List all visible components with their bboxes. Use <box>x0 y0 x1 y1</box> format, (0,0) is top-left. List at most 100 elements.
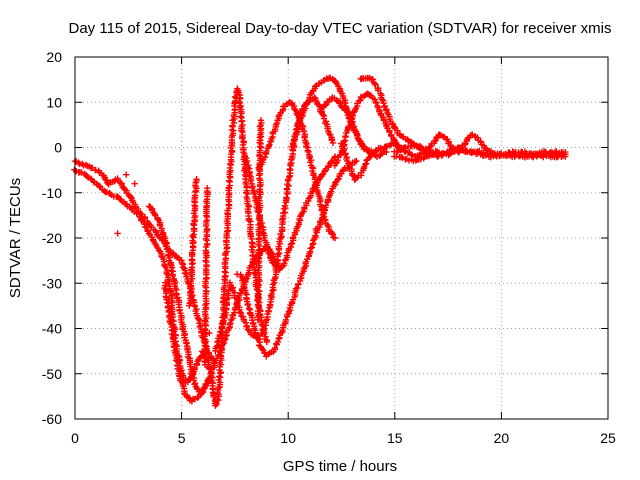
data-point <box>230 127 237 135</box>
series-isolated <box>114 171 326 337</box>
data-point <box>237 113 244 120</box>
data-point <box>312 225 320 233</box>
data-point <box>439 151 446 158</box>
data-point <box>480 149 487 156</box>
data-point <box>366 91 373 99</box>
data-point <box>114 230 121 237</box>
data-point <box>257 117 265 124</box>
data-point <box>79 160 86 168</box>
data-point <box>302 101 309 108</box>
y-tick-label: -30 <box>42 275 62 291</box>
data-point <box>90 178 97 185</box>
data-point <box>304 147 311 154</box>
data-point <box>283 252 291 259</box>
data-point <box>255 247 262 254</box>
data-point <box>287 241 295 248</box>
data-point <box>252 330 259 338</box>
series-spike-1 <box>186 175 200 309</box>
data-point <box>136 212 143 220</box>
data-point <box>206 329 213 337</box>
data-point <box>274 338 282 346</box>
data-point <box>277 329 285 337</box>
data-point <box>281 202 288 210</box>
data-point <box>292 285 300 292</box>
axis-ticks <box>74 56 609 420</box>
data-point <box>203 225 211 233</box>
data-point <box>372 81 379 88</box>
data-point <box>169 272 177 280</box>
x-tick-labels: 0 5 10 15 20 25 <box>71 430 616 446</box>
data-marks <box>71 74 569 409</box>
y-tick-label: 0 <box>54 140 62 156</box>
data-point <box>562 148 569 156</box>
data-point <box>215 373 223 380</box>
data-point <box>340 138 348 146</box>
x-tick-label: 15 <box>387 430 403 446</box>
data-point <box>202 257 209 264</box>
data-point <box>319 216 326 224</box>
data-point <box>92 166 99 174</box>
data-point <box>329 139 337 147</box>
data-point <box>322 101 330 108</box>
data-point <box>404 136 411 143</box>
data-point <box>285 308 293 315</box>
data-point <box>268 290 275 298</box>
data-point <box>280 260 288 267</box>
series-arc-8 <box>241 153 339 274</box>
data-point <box>256 288 263 295</box>
data-point <box>158 252 165 260</box>
data-point <box>181 269 189 277</box>
data-point <box>263 338 271 346</box>
data-point <box>155 247 163 254</box>
data-point <box>206 366 214 373</box>
data-point <box>214 396 221 403</box>
series-arc-2 <box>71 166 207 386</box>
data-point <box>294 284 301 292</box>
series-arc-14 <box>357 74 441 156</box>
data-point <box>231 309 238 316</box>
data-point <box>203 185 211 192</box>
data-point <box>322 202 330 209</box>
y-tick-label: -60 <box>42 411 62 427</box>
data-point <box>312 232 319 239</box>
y-tick-label: 20 <box>46 49 62 65</box>
data-point <box>355 97 363 105</box>
data-point <box>114 193 121 200</box>
series-spike-2 <box>201 185 211 369</box>
data-point <box>283 194 290 201</box>
series-arc-7 <box>237 157 360 360</box>
data-point <box>194 394 201 402</box>
data-point <box>271 344 279 352</box>
series-arc-17 <box>391 142 569 161</box>
data-point <box>193 175 200 183</box>
data-point <box>239 135 246 142</box>
data-point <box>391 124 398 131</box>
data-point <box>459 146 466 153</box>
data-point <box>321 102 329 109</box>
data-point <box>236 308 244 316</box>
x-tick-label: 25 <box>600 430 616 446</box>
data-point <box>215 384 222 392</box>
data-point <box>259 330 266 337</box>
data-point <box>378 96 386 103</box>
y-tick-label: -50 <box>42 366 62 382</box>
data-point <box>328 188 335 195</box>
data-point <box>217 352 224 359</box>
data-point <box>287 161 294 168</box>
plot-frame <box>74 56 609 420</box>
data-point <box>244 301 252 309</box>
data-point <box>265 307 272 315</box>
data-point <box>250 258 257 265</box>
data-point <box>372 99 380 107</box>
y-tick-label: 10 <box>46 94 62 110</box>
data-point <box>238 118 245 125</box>
data-point <box>205 364 213 372</box>
data-point <box>261 153 269 161</box>
data-point <box>266 141 273 148</box>
y-tick-label: -20 <box>42 230 62 246</box>
y-tick-label: -40 <box>42 321 62 337</box>
data-point <box>309 185 316 193</box>
data-point <box>84 174 92 181</box>
data-point <box>371 80 378 87</box>
x-axis-title: GPS time / hours <box>283 458 397 475</box>
